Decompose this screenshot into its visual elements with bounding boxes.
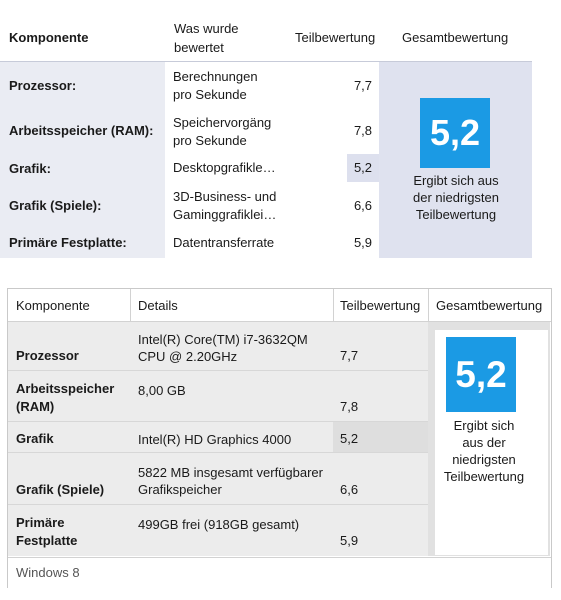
table-header: Komponente Was wurde bewertet Teilbewert… (0, 0, 532, 62)
row-label: Grafik (Spiele) (16, 481, 131, 499)
table-body: Prozessor: Berechnungen pro Sekunde 7,7 … (0, 62, 532, 258)
windows8-rating-panel: Komponente Details Teilbewertung Gesamtb… (7, 288, 552, 588)
header-total-score: Gesamtbewertung (402, 30, 509, 45)
row-detail-line1: 3D-Business- und (173, 189, 277, 204)
row-label: Primäre Festplatte: (9, 235, 127, 250)
header-what-line1: Was wurde (174, 21, 239, 36)
row-label-line1: Arbeitsspeicher (16, 381, 115, 396)
row-label: Arbeitsspeicher (RAM): (9, 123, 154, 138)
row-label: Grafik (Spiele): (9, 198, 102, 213)
total-score-note: Ergibt sich aus der niedrigsten Teilbewe… (434, 417, 534, 485)
row-label: Primäre Festplatte (16, 514, 131, 550)
row-label-line1: Prozessor (16, 348, 79, 363)
table-row: Grafik: Desktopgrafikle… 5,2 (0, 154, 379, 182)
note-line1: Ergibt sich (453, 418, 515, 433)
row-score: 6,6 (340, 482, 359, 497)
header-component: Komponente (16, 298, 90, 313)
row-divider (8, 452, 428, 453)
row-label-line1: Grafik (16, 431, 54, 446)
row-detail: 8,00 GB (138, 382, 333, 399)
header-divider (333, 289, 334, 321)
row-detail-line1: Berechnungen (173, 69, 258, 84)
row-label: Prozessor: (9, 78, 77, 93)
header-details: Details (138, 298, 178, 313)
windows7-rating-panel: Komponente Was wurde bewertet Teilbewert… (0, 0, 532, 258)
footer-bar: Windows 8 (8, 557, 551, 588)
note-line4: Teilbewertung (443, 469, 525, 484)
row-detail-line1: Intel(R) HD Graphics 4000 (138, 432, 292, 447)
row-score: 7,8 (347, 123, 379, 138)
header-divider (428, 289, 429, 321)
row-label-line1: Grafik (Spiele) (16, 482, 105, 497)
table-header: Komponente Details Teilbewertung Gesamtb… (8, 289, 551, 322)
header-what-line2: bewertet (174, 40, 224, 55)
row-detail: 3D-Business- und Gaminggrafiklei… (173, 188, 323, 224)
row-detail-line2: 499GB frei (918GB gesamt) (138, 517, 300, 532)
row-detail-line1: Speichervorgäng (173, 115, 272, 130)
total-score-badge: 5,2 (446, 337, 516, 412)
row-detail-line2: Grafikspeicher (138, 482, 222, 497)
header-partial-score: Teilbewertung (295, 30, 376, 45)
row-detail-line2: CPU @ 2.20GHz (138, 349, 238, 364)
row-label: Grafik (16, 430, 131, 448)
row-score: 5,9 (347, 235, 379, 250)
row-label: Prozessor (16, 347, 131, 365)
table-row: Prozessor: Berechnungen pro Sekunde 7,7 (0, 62, 379, 110)
note-line1: Ergibt sich aus (413, 173, 499, 188)
row-label-line1: Primäre (16, 515, 65, 530)
row-detail: Intel(R) Core(TM) i7-3632QM CPU @ 2.20GH… (138, 331, 333, 365)
header-component: Komponente (9, 30, 89, 45)
row-detail: Datentransferrate (173, 234, 323, 252)
row-score-lowest: 5,2 (340, 431, 359, 446)
row-divider (8, 421, 428, 422)
table-row: Arbeitsspeicher (RAM): Speichervorgäng p… (0, 110, 379, 154)
row-detail: Berechnungen pro Sekunde (173, 68, 323, 104)
row-detail-line2: pro Sekunde (173, 133, 247, 148)
row-label: Arbeitsspeicher (RAM) (16, 380, 131, 416)
row-detail-line2: Gaminggrafiklei… (173, 207, 277, 222)
header-total-score: Gesamtbewertung (436, 298, 543, 313)
row-detail-line1: Datentransferrate (173, 235, 275, 250)
row-detail-line1: Desktopgrafikle… (173, 160, 276, 175)
row-detail-line1: Intel(R) Core(TM) i7-3632QM (138, 332, 308, 347)
row-label-line2: (RAM) (16, 399, 55, 414)
row-score: 5,9 (340, 533, 359, 548)
row-detail-line2: pro Sekunde (173, 87, 247, 102)
row-detail-line2: 8,00 GB (138, 383, 186, 398)
row-divider (8, 370, 428, 371)
row-detail-line1: 5822 MB insgesamt verfügbarer (138, 465, 323, 480)
header-what-rated: Was wurde bewertet (174, 19, 294, 57)
note-line2: aus der (462, 435, 506, 450)
note-line2: der niedrigsten (413, 190, 499, 205)
row-detail: Intel(R) HD Graphics 4000 (138, 431, 333, 448)
row-label: Grafik: (9, 161, 51, 176)
row-score-lowest: 5,2 (347, 154, 379, 182)
row-detail: 5822 MB insgesamt verfügbarer Grafikspei… (138, 464, 333, 498)
header-partial-score: Teilbewertung (340, 298, 421, 313)
row-score: 7,8 (340, 399, 359, 414)
row-divider (8, 504, 428, 505)
row-detail: Desktopgrafikle… (173, 159, 323, 177)
row-detail: 499GB frei (918GB gesamt) (138, 516, 333, 533)
note-line3: Teilbewertung (415, 207, 497, 222)
table-row: Grafik (Spiele): 3D-Business- und Gaming… (0, 182, 379, 230)
total-score-badge: 5,2 (420, 98, 490, 168)
total-score-note: Ergibt sich aus der niedrigsten Teilbewe… (392, 172, 520, 223)
row-detail: Speichervorgäng pro Sekunde (173, 114, 323, 150)
row-score: 6,6 (347, 198, 379, 213)
table-row: Primäre Festplatte: Datentransferrate 5,… (0, 230, 379, 258)
os-version-label: Windows 8 (16, 565, 80, 580)
note-line3: niedrigsten (452, 452, 516, 467)
header-divider (130, 289, 131, 321)
lowest-score-highlight (333, 421, 428, 452)
row-label-line2: Festplatte (16, 533, 78, 548)
row-score: 7,7 (340, 348, 359, 363)
row-score: 7,7 (347, 78, 379, 93)
